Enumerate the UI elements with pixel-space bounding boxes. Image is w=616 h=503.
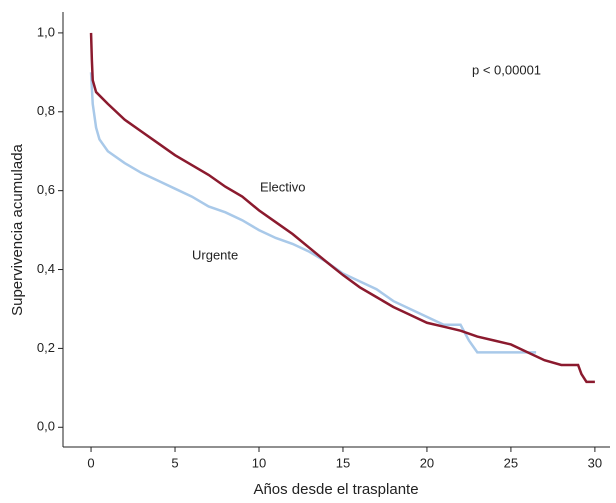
x-tick-label: 25: [504, 455, 518, 470]
x-axis-title: Años desde el trasplante: [253, 481, 418, 498]
series-label: Urgente: [192, 247, 238, 262]
y-tick-label: 1,0: [37, 24, 55, 39]
y-tick-label: 0,4: [37, 261, 55, 276]
y-tick-label: 0,6: [37, 182, 55, 197]
x-tick-label: 10: [252, 455, 266, 470]
survival-line: [89, 72, 537, 354]
y-tick-label: 0,8: [37, 103, 55, 118]
x-tick-label: 15: [336, 455, 350, 470]
y-axis-title: Supervivencia acumulada: [9, 143, 26, 315]
series-label: Electivo: [260, 179, 306, 194]
y-tick-label: 0,2: [37, 340, 55, 355]
x-tick-label: 0: [87, 455, 94, 470]
survival-line: [89, 32, 595, 384]
x-tick-label: 5: [171, 455, 178, 470]
x-tick-label: 20: [420, 455, 434, 470]
annotation: p < 0,00001: [472, 62, 541, 77]
y-tick-label: 0,0: [37, 419, 55, 434]
x-tick-label: 30: [588, 455, 602, 470]
